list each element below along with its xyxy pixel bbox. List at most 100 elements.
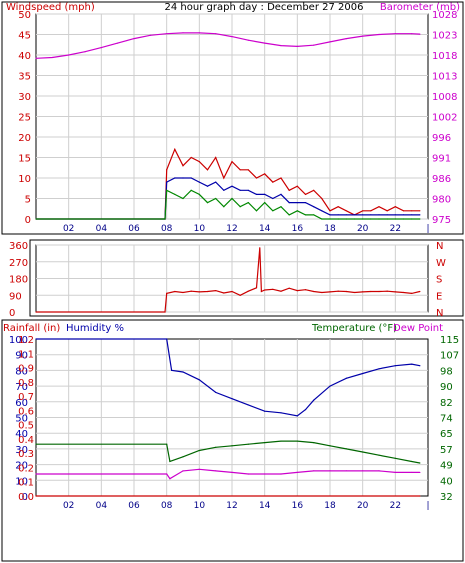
data-point (260, 290, 262, 293)
x-tick-label: 22 (390, 224, 401, 234)
data-point (190, 177, 192, 179)
data-point (174, 148, 176, 150)
data-point (35, 443, 37, 445)
temperature-tick-labels: 32 40 49 57 65 74 82 90 98 107 115 (440, 335, 459, 503)
x-tick-label: 18 (324, 224, 336, 234)
x-tick-label: 04 (96, 224, 108, 234)
data-point (247, 189, 249, 191)
data-point (35, 218, 37, 220)
data-point (329, 470, 331, 472)
y-tick-label: 0.9 (18, 364, 34, 375)
y2-tick-label: 57 (440, 445, 453, 456)
data-point (329, 291, 331, 293)
data-point (411, 460, 413, 463)
data-point (280, 193, 282, 195)
data-point (304, 214, 307, 216)
data-point (206, 290, 209, 293)
y-tick-label: 270 (9, 258, 28, 269)
y2-tick-label: 1008 (432, 92, 457, 103)
data-point (223, 177, 225, 179)
data-point (247, 443, 249, 445)
y-tick-label: 60 (15, 398, 28, 409)
data-point (296, 440, 298, 442)
y-tick-label: 80 (15, 366, 28, 377)
data-point (353, 218, 356, 220)
data-point (174, 177, 176, 179)
x-tick-label: 02 (63, 224, 74, 234)
data-point (231, 161, 233, 163)
data-point (231, 35, 233, 38)
data-point (166, 443, 168, 445)
data-point (304, 202, 307, 204)
data-point (264, 473, 266, 475)
series-line-0 (36, 338, 420, 417)
data-point (117, 42, 119, 44)
y2-tick-label: N (436, 308, 443, 319)
y-tick-label: 0.6 (18, 406, 34, 417)
data-point (35, 495, 37, 497)
data-point (321, 218, 323, 220)
temperature-axis-label: Temperature (°F) (311, 323, 397, 334)
data-point (362, 214, 364, 216)
data-point (288, 287, 290, 289)
data-point (198, 32, 200, 34)
data-point (259, 247, 261, 249)
data-point (362, 35, 364, 37)
data-point (231, 398, 233, 400)
data-point (272, 181, 274, 183)
data-point (231, 471, 233, 474)
data-point (313, 290, 315, 293)
data-point (206, 185, 209, 187)
data-point (378, 454, 380, 456)
data-point (370, 290, 372, 293)
data-point (304, 289, 307, 291)
y-tick-label: 40 (18, 51, 31, 62)
barometer-tick-labels: 975 980 986 991 996 1002 1008 1013 1018 1023 1028 (432, 10, 457, 226)
y2-tick-label: 1028 (432, 10, 457, 21)
data-point (345, 377, 347, 379)
data-point (411, 33, 413, 35)
data-point (247, 290, 249, 292)
y2-tick-label: 1013 (432, 72, 457, 83)
data-point (329, 445, 331, 447)
data-point (166, 292, 168, 294)
data-point (206, 202, 209, 204)
y-tick-label: 0.7 (18, 392, 34, 403)
x-tick-label: 06 (128, 224, 140, 234)
y2-tick-label: 98 (440, 366, 453, 377)
data-point (255, 177, 258, 179)
data-point (329, 214, 331, 216)
data-point (353, 291, 356, 294)
data-point (223, 189, 225, 191)
data-point (272, 210, 274, 212)
data-point (321, 197, 323, 200)
data-point (419, 365, 421, 367)
data-point (164, 218, 166, 220)
data-point (35, 473, 37, 475)
data-point (255, 287, 258, 289)
data-point (174, 193, 176, 195)
data-point (419, 290, 421, 293)
y-tick-label: 25 (18, 113, 31, 124)
data-point (272, 197, 274, 200)
data-point (51, 56, 53, 59)
y-tick-label: 10 (18, 174, 31, 185)
data-point (419, 462, 421, 464)
y-tick-label: 0.1 (18, 478, 34, 489)
data-point (247, 169, 249, 171)
data-point (288, 202, 290, 204)
data-point (362, 291, 364, 293)
data-point (378, 206, 380, 208)
data-point (337, 214, 339, 216)
series-line-2 (36, 189, 420, 220)
y-tick-label: 5 (25, 195, 31, 206)
data-point (313, 442, 315, 444)
data-point (288, 189, 290, 191)
y2-tick-label: 996 (432, 133, 451, 144)
data-point (264, 202, 266, 204)
data-point (35, 57, 37, 59)
data-point (280, 440, 282, 442)
y2-tick-label: 991 (432, 154, 451, 165)
panel-rain-humidity-temperature: Rainfall (in) Humidity % Temperature (°F… (1, 319, 464, 562)
y2-tick-label: 32 (440, 492, 453, 503)
